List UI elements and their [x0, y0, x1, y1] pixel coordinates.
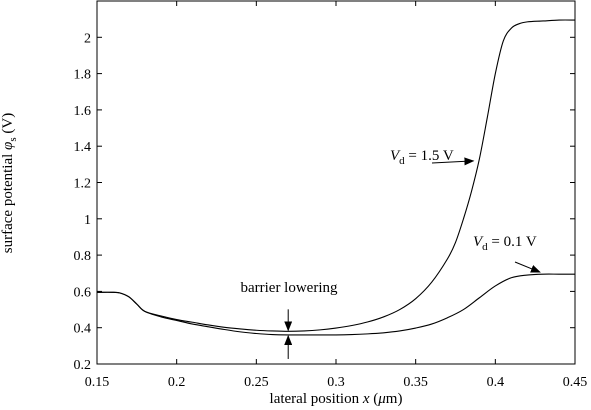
x-tick-label: 0.2 — [168, 375, 186, 390]
series-layer — [96, 19, 576, 336]
y-tick-label: 1.8 — [74, 68, 92, 83]
x-tick-label: 0.4 — [487, 375, 505, 390]
series-line-vd-0-1 — [96, 273, 575, 336]
vd-1-5-arrow — [431, 157, 475, 166]
barrier-lowering-label: barrier lowering — [240, 280, 338, 296]
x-tick-label: 0.25 — [244, 375, 269, 390]
y-tick-label: 0.2 — [74, 358, 92, 373]
y-tick-label: 1.6 — [74, 104, 92, 119]
x-tick-label: 0.35 — [403, 375, 428, 390]
y-tick-label: 0.6 — [74, 285, 92, 300]
x-axis-label: lateral position x (μm) — [270, 391, 403, 407]
y-tick-label: 1.2 — [74, 177, 92, 192]
x-tick-label: 0.15 — [85, 375, 110, 390]
annotations-layer: Vd = 1.5 V Vd = 0.1 V barrier lowering — [240, 148, 541, 359]
x-axis-ticks: 0.15 0.2 0.25 0.3 0.35 0.4 0.45 — [85, 1, 588, 390]
vd-1-5-label: Vd = 1.5 V — [390, 148, 454, 167]
y-tick-label: 1.4 — [74, 140, 92, 155]
y-axis-label: surface potential φs (V) — [0, 113, 19, 253]
y-tick-label: 2 — [84, 31, 91, 46]
y-tick-label: 0.4 — [74, 322, 92, 337]
vd-0-1-arrow — [514, 261, 541, 273]
plot-frame — [96, 0, 576, 365]
y-axis-ticks: 0.2 0.4 0.6 0.8 1 1.2 1.4 1.6 1.8 2 — [74, 31, 575, 373]
y-tick-label: 0.8 — [74, 249, 92, 264]
x-tick-label: 0.45 — [563, 375, 588, 390]
y-tick-label: 1 — [84, 213, 91, 228]
series-line-vd-1-5 — [96, 19, 576, 332]
x-tick-label: 0.3 — [327, 375, 345, 390]
vd-0-1-label: Vd = 0.1 V — [473, 234, 537, 253]
